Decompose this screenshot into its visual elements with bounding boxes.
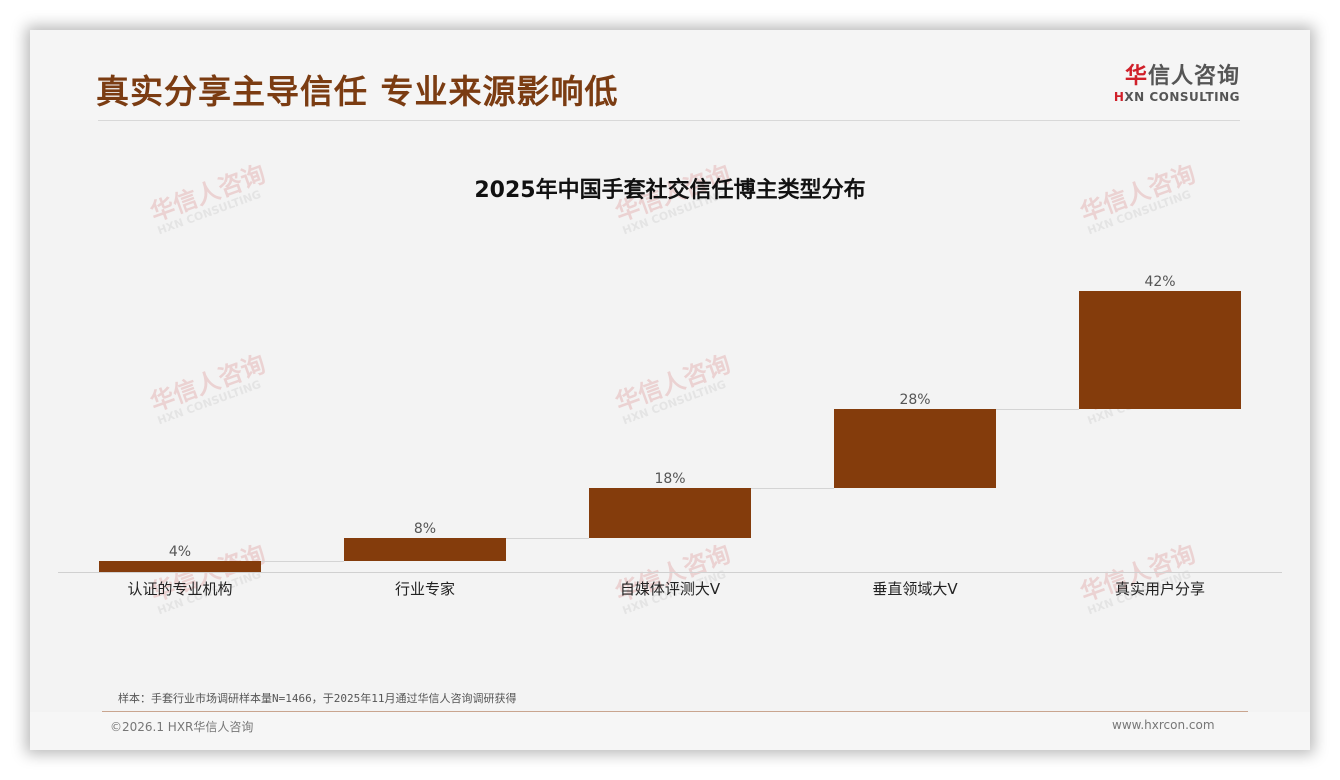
- bar: [589, 487, 751, 539]
- bar-value-label: 4%: [168, 543, 192, 560]
- bar: [344, 538, 506, 561]
- logo-en-text: XN CONSULTING: [1124, 90, 1240, 104]
- title-divider: [98, 120, 1240, 121]
- website-link[interactable]: www.hxrcon.com: [1112, 718, 1215, 732]
- bar-value-label: 18%: [654, 470, 686, 487]
- category-label: 行业专家: [394, 580, 455, 598]
- bar-value-label: 28%: [899, 392, 931, 409]
- connector-line: [506, 538, 589, 540]
- header-band: [30, 30, 1310, 120]
- sample-note: 样本：手套行业市场调研样本量N=1466，于2025年11月通过华信人咨询调研获…: [118, 692, 517, 705]
- bar-value-label: 8%: [413, 521, 437, 538]
- copyright: ©2026.1 HXR华信人咨询: [110, 720, 254, 734]
- logo-cn-mark: 华: [1124, 64, 1148, 89]
- logo-en: HXN CONSULTING: [1110, 90, 1240, 104]
- category-label: 自媒体评测大V: [619, 580, 721, 598]
- bar-value-label: 42%: [1144, 274, 1176, 290]
- logo-en-mark: H: [1113, 90, 1125, 104]
- category-label: 垂直领域大V: [872, 580, 958, 598]
- x-axis-line: [58, 572, 1282, 573]
- logo-cn-text: 信人咨询: [1147, 64, 1240, 89]
- page-title: 真实分享主导信任 专业来源影响低: [96, 72, 619, 111]
- footer-divider: [102, 711, 1248, 712]
- bar: [834, 409, 996, 488]
- bar: [1079, 291, 1241, 410]
- connector-line: [996, 409, 1079, 411]
- connector-line: [261, 560, 344, 562]
- category-label: 真实用户分享: [1114, 580, 1205, 598]
- category-label: 认证的专业机构: [127, 580, 233, 598]
- footer-band: [30, 712, 1310, 750]
- slide: 真实分享主导信任 专业来源影响低 华信人咨询 HXN CONSULTING 华信…: [30, 30, 1310, 750]
- connector-line: [751, 487, 834, 489]
- company-logo: 华信人咨询 HXN CONSULTING: [1110, 64, 1240, 104]
- chart-title: 2025年中国手套社交信任博主类型分布: [474, 178, 866, 203]
- bar: [99, 560, 261, 572]
- waterfall-chart: 4% 认证的专业机构 8% 行业专家 18% 自媒体评测大V 28% 垂直领域大V 42% 真实用…: [58, 270, 1282, 598]
- logo-cn: 华信人咨询: [1110, 64, 1240, 90]
